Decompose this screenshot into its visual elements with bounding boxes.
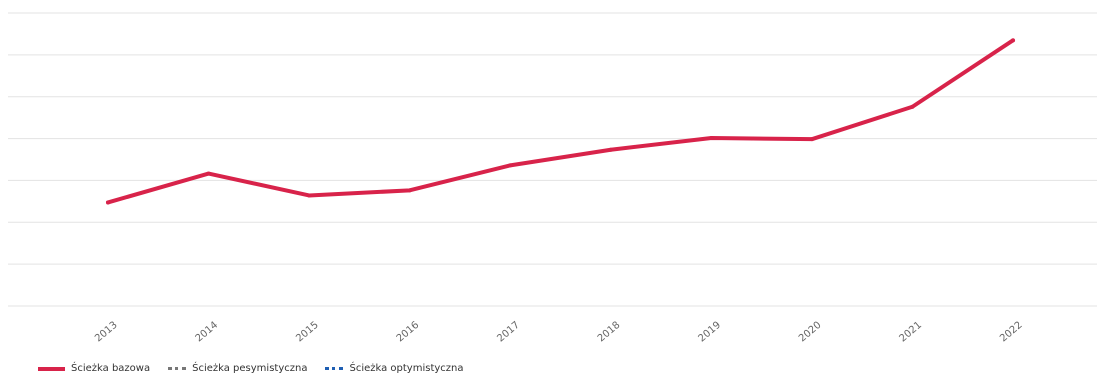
legend-swatch-bazowa bbox=[38, 366, 65, 371]
x-axis-ticks: 2013 2014 2015 2016 2017 2018 2019 2020 2021 2022 bbox=[93, 320, 1025, 345]
data-point[interactable] bbox=[910, 104, 915, 109]
x-tick-label: 2016 bbox=[395, 320, 422, 345]
legend: Ścieżka bazowa Ścieżka pesymistyczna Ści… bbox=[38, 363, 464, 374]
data-point[interactable] bbox=[809, 137, 814, 142]
series-group bbox=[106, 38, 1015, 205]
x-tick-label: 2013 bbox=[93, 320, 120, 345]
x-tick-label: 2018 bbox=[596, 320, 623, 345]
data-point[interactable] bbox=[709, 136, 714, 141]
x-tick-label: 2021 bbox=[898, 320, 925, 345]
legend-item-pesymistyczna[interactable]: Ścieżka pesymistyczna bbox=[168, 363, 307, 374]
data-point[interactable] bbox=[1011, 38, 1015, 43]
data-point[interactable] bbox=[608, 147, 613, 152]
x-tick-label: 2015 bbox=[294, 320, 321, 345]
legend-swatch-optymistyczna bbox=[325, 367, 344, 370]
legend-item-optymistyczna[interactable]: Ścieżka optymistyczna bbox=[325, 363, 464, 374]
data-point[interactable] bbox=[307, 193, 312, 198]
legend-label-optymistyczna: Ścieżka optymistyczna bbox=[349, 363, 464, 374]
line-chart: 2013 2014 2015 2016 2017 2018 2019 2020 2021 2022 bbox=[8, 12, 1097, 345]
x-tick-label: 2019 bbox=[696, 320, 723, 345]
data-point[interactable] bbox=[407, 188, 412, 193]
x-tick-label: 2022 bbox=[998, 320, 1025, 345]
x-tick-label: 2020 bbox=[797, 320, 824, 345]
legend-swatch-pesymistyczna bbox=[168, 367, 187, 370]
data-point[interactable] bbox=[106, 200, 110, 205]
data-point[interactable] bbox=[206, 171, 211, 176]
x-tick-label: 2017 bbox=[495, 320, 522, 345]
series-line-0[interactable] bbox=[106, 38, 1015, 205]
legend-label-pesymistyczna: Ścieżka pesymistyczna bbox=[192, 363, 308, 374]
data-point[interactable] bbox=[508, 163, 513, 168]
legend-label-bazowa: Ścieżka bazowa bbox=[71, 363, 151, 374]
x-tick-label: 2014 bbox=[194, 320, 221, 345]
legend-item-bazowa[interactable]: Ścieżka bazowa bbox=[38, 363, 150, 374]
